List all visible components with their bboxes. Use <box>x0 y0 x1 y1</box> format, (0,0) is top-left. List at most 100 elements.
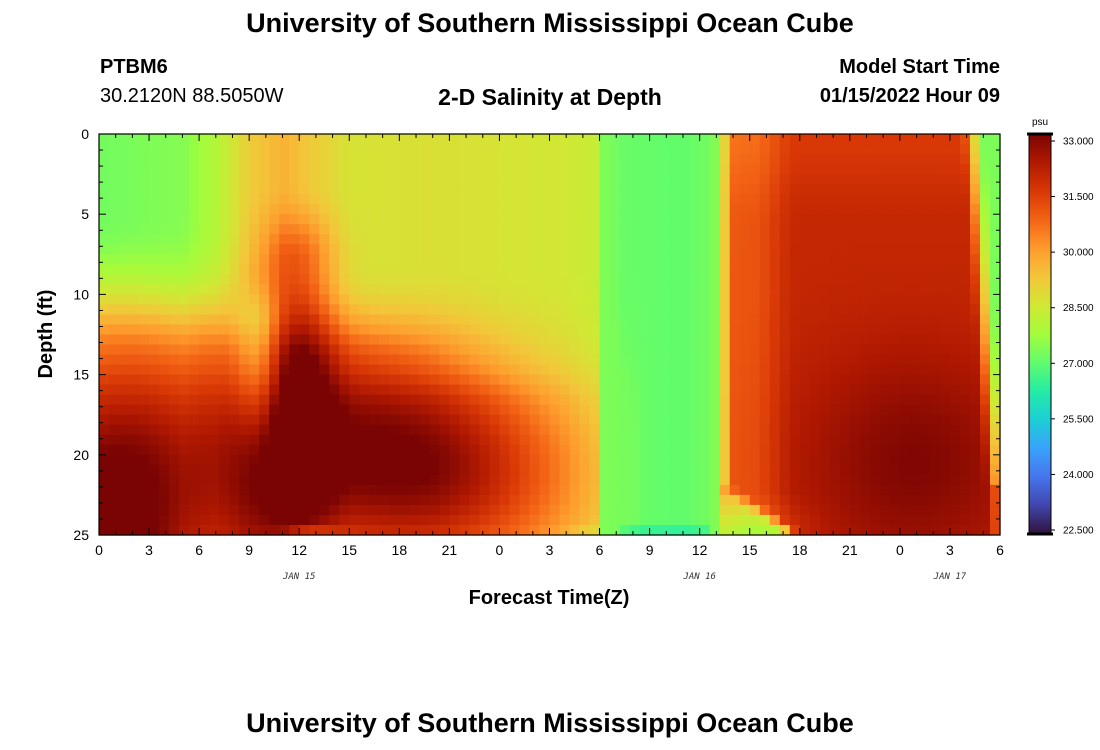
heatmap-cell <box>319 384 330 396</box>
heatmap-cell <box>339 254 350 265</box>
heatmap-cell <box>199 294 210 306</box>
heatmap-cell <box>419 504 430 516</box>
heatmap-cell <box>399 504 410 516</box>
heatmap-cell <box>429 204 440 215</box>
heatmap-cell <box>429 504 440 516</box>
heatmap-cell <box>899 504 911 516</box>
heatmap-cell <box>769 214 781 225</box>
heatmap-cell <box>629 454 641 466</box>
heatmap-cell <box>479 484 491 496</box>
heatmap-cell <box>179 444 190 456</box>
heatmap-cell <box>769 204 781 215</box>
colorbar-tick-label: 27.000 <box>1063 359 1094 370</box>
heatmap-cell <box>799 404 811 416</box>
heatmap-cell <box>719 194 731 205</box>
heatmap-cell <box>539 134 551 145</box>
heatmap-cell <box>569 434 581 446</box>
heatmap-cell <box>189 434 200 446</box>
heatmap-cell <box>419 394 430 406</box>
heatmap-cell <box>769 464 781 476</box>
heatmap-cell <box>729 244 741 255</box>
heatmap-cell <box>109 224 120 235</box>
heatmap-cell <box>669 344 681 356</box>
heatmap-cell <box>439 204 450 215</box>
heatmap-cell <box>379 224 390 235</box>
heatmap-cell <box>619 434 631 446</box>
heatmap-cell <box>869 214 881 225</box>
heatmap-cell <box>319 264 330 275</box>
heatmap-cell <box>639 154 651 165</box>
heatmap-cell <box>819 304 831 316</box>
heatmap-cell <box>259 244 270 255</box>
heatmap-cell <box>319 194 330 205</box>
heatmap-cell <box>669 404 681 416</box>
heatmap-cell <box>249 274 260 285</box>
heatmap-cell <box>229 414 240 426</box>
heatmap-cell <box>639 484 651 496</box>
heatmap-cell <box>629 464 641 476</box>
heatmap-cell <box>919 214 931 225</box>
model-start-label: Model Start Time <box>839 56 1000 78</box>
heatmap-cell <box>609 284 621 296</box>
heatmap-cell <box>869 314 881 326</box>
heatmap-cell <box>919 354 931 366</box>
heatmap-cell <box>389 394 400 406</box>
heatmap-cell <box>579 314 591 326</box>
heatmap-cell <box>969 474 981 486</box>
heatmap-cell <box>579 284 591 296</box>
heatmap-cell <box>419 184 430 195</box>
heatmap-cell <box>219 424 230 436</box>
heatmap-cell <box>319 254 330 265</box>
heatmap-cell <box>849 504 861 516</box>
heatmap-cell <box>629 394 641 406</box>
heatmap-cell <box>119 414 130 426</box>
heatmap-cell <box>719 314 731 326</box>
heatmap-cell <box>709 524 721 536</box>
heatmap-cell <box>579 144 591 155</box>
heatmap-cell <box>789 484 801 496</box>
heatmap-cell <box>579 344 591 356</box>
heatmap-cell <box>449 524 460 536</box>
heatmap-cell <box>229 274 240 285</box>
heatmap-cell <box>439 304 450 316</box>
heatmap-cell <box>539 164 551 175</box>
heatmap-cell <box>289 424 300 436</box>
heatmap-cell <box>299 234 310 245</box>
heatmap-cell <box>739 274 751 285</box>
heatmap-cell <box>589 444 601 456</box>
heatmap-cell <box>739 304 751 316</box>
heatmap-cell <box>379 424 390 436</box>
heatmap-cell <box>709 164 721 175</box>
heatmap-cell <box>679 364 691 376</box>
heatmap-cell <box>969 194 981 205</box>
heatmap-cell <box>109 234 120 245</box>
heatmap-cell <box>929 454 941 466</box>
heatmap-cell <box>379 154 390 165</box>
heatmap-cell <box>449 134 460 145</box>
heatmap-cell <box>659 474 671 486</box>
heatmap-cell <box>309 144 320 155</box>
heatmap-cell <box>489 144 501 155</box>
heatmap-cell <box>839 444 851 456</box>
heatmap-cell <box>349 264 360 275</box>
heatmap-cell <box>349 404 360 416</box>
heatmap-cell <box>799 364 811 376</box>
heatmap-cell <box>639 224 651 235</box>
heatmap-cell <box>759 214 771 225</box>
heatmap-cell <box>599 294 611 306</box>
heatmap-cell <box>759 414 771 426</box>
heatmap-cell <box>889 504 901 516</box>
heatmap-cell <box>839 514 851 526</box>
heatmap-cell <box>119 344 130 356</box>
heatmap-cell <box>529 254 541 265</box>
heatmap-cell <box>269 344 280 356</box>
heatmap-cell <box>239 504 250 516</box>
heatmap-cell <box>399 134 410 145</box>
heatmap-cell <box>699 274 711 285</box>
heatmap-cell <box>389 314 400 326</box>
heatmap-cell <box>249 194 260 205</box>
heatmap-cell <box>129 294 140 306</box>
heatmap-cell <box>129 434 140 446</box>
heatmap-cell <box>549 464 561 476</box>
heatmap-cell <box>949 364 961 376</box>
